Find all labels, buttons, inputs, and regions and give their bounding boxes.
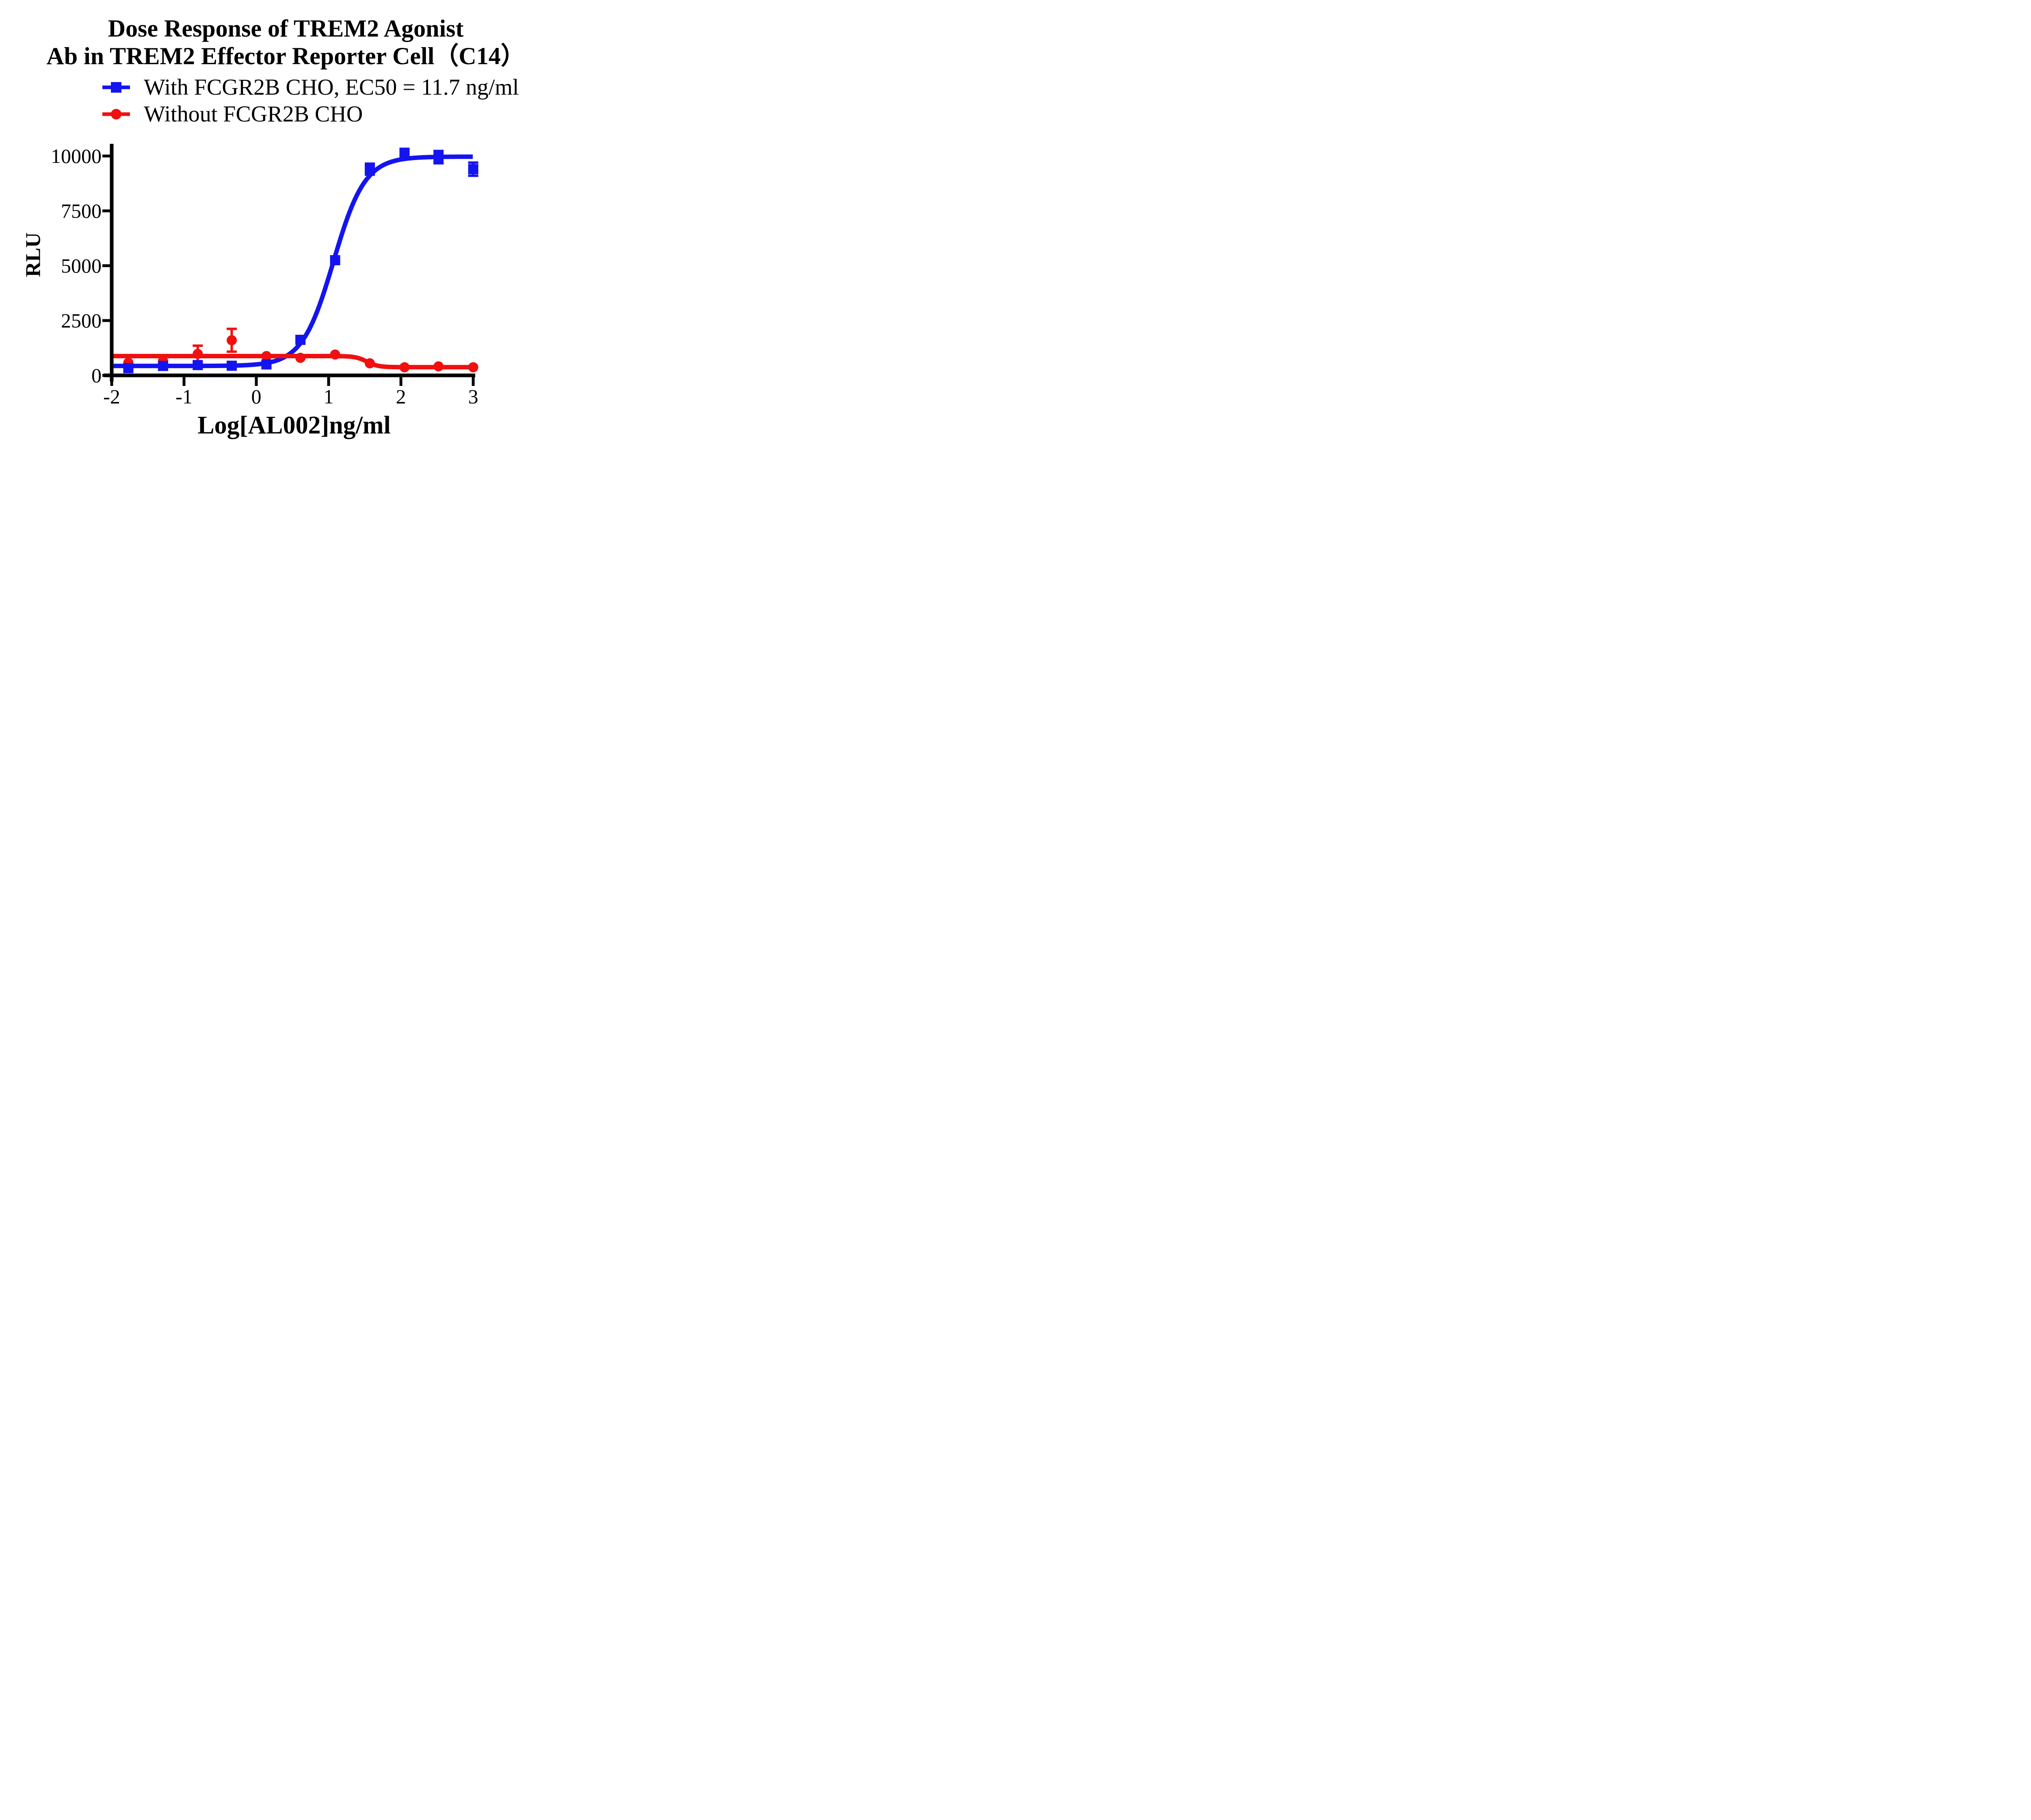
data-point-circle: [193, 349, 203, 359]
y-tick-label: 7500: [61, 199, 102, 222]
x-tick-label: 0: [251, 385, 262, 408]
data-point-circle: [364, 358, 375, 368]
data-point-square: [468, 164, 479, 174]
y-tick-label: 5000: [61, 254, 102, 277]
chart-canvas: Dose Response of TREM2 Agonist Ab in TRE…: [0, 0, 528, 455]
data-point-square: [193, 360, 203, 370]
data-point-square: [261, 359, 272, 370]
x-tick-label: 3: [468, 385, 479, 408]
fit-curve: [113, 154, 473, 368]
legend-item-with-fcgr2b: With FCGR2B CHO, EC50 = 11.7 ng/ml: [102, 74, 519, 101]
data-point-square: [158, 361, 168, 371]
data-point-circle: [226, 335, 237, 346]
legend-label-without-fcgr2b: Without FCGR2B CHO: [144, 102, 363, 127]
x-tick-label: 2: [396, 385, 406, 408]
data-point-circle: [399, 362, 410, 373]
x-tick-label: 1: [323, 385, 334, 408]
data-point-circle: [330, 349, 340, 360]
legend-item-without-fcgr2b: Without FCGR2B CHO: [102, 101, 519, 128]
data-point-circle: [261, 351, 272, 361]
data-point-square: [123, 363, 134, 373]
x-axis-label: Log[AL002]ng/ml: [197, 412, 391, 439]
data-point-circle: [468, 362, 479, 373]
data-point-square: [295, 335, 306, 345]
y-tick-label: 2500: [61, 309, 102, 332]
data-point-square: [399, 147, 410, 158]
chart-title-line-2: Ab in TREM2 Effector Reporter Cell（C14）: [46, 43, 525, 69]
y-tick-label: 0: [91, 364, 102, 387]
data-point-circle: [295, 353, 306, 363]
x-tick-label: -2: [103, 385, 120, 408]
chart-title: Dose Response of TREM2 Agonist Ab in TRE…: [0, 15, 528, 70]
data-point-square: [364, 164, 375, 174]
square-marker-icon: [111, 82, 121, 93]
data-point-square: [330, 255, 340, 265]
legend-marker-without-fcgr2b: [102, 109, 130, 119]
legend-marker-with-fcgr2b: [102, 82, 130, 93]
fit-curve: [113, 354, 473, 370]
plot-area: [102, 144, 479, 386]
data-point-circle: [433, 361, 444, 372]
data-point-square: [226, 360, 237, 371]
data-point-square: [433, 152, 444, 162]
x-tick-label: -1: [175, 385, 193, 408]
circle-marker-icon: [111, 109, 121, 119]
legend-label-with-fcgr2b: With FCGR2B CHO, EC50 = 11.7 ng/ml: [144, 75, 519, 100]
y-tick-label: 10000: [51, 145, 102, 167]
chart-title-line-1: Dose Response of TREM2 Agonist: [108, 15, 464, 42]
legend: With FCGR2B CHO, EC50 = 11.7 ng/ml Witho…: [102, 74, 519, 128]
